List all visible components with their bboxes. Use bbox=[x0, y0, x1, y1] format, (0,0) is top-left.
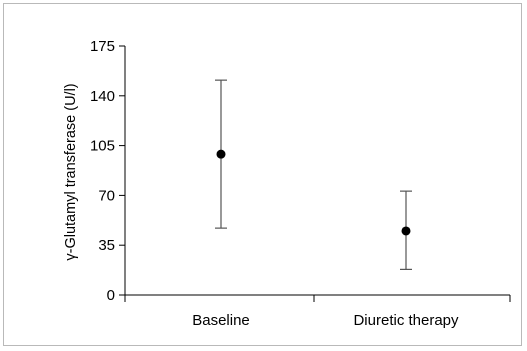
x-tick-label: Baseline bbox=[192, 312, 250, 329]
y-axis-label: γ-Glutamyl transferase (U/l) bbox=[63, 83, 79, 260]
data-point bbox=[216, 149, 226, 159]
y-tick-label: 70 bbox=[98, 187, 115, 204]
y-tick-label: 105 bbox=[90, 138, 115, 155]
y-tick-label: 175 bbox=[90, 38, 115, 55]
data-point bbox=[401, 226, 411, 236]
chart-frame bbox=[3, 3, 522, 346]
y-tick-label: 0 bbox=[107, 287, 115, 304]
y-tick-label: 35 bbox=[98, 237, 115, 254]
plot-area: 0 35 70 105 140 175 Baseline Diuretic therapy bbox=[90, 38, 511, 329]
x-tick-label: Diuretic therapy bbox=[353, 312, 459, 329]
y-tick-label: 140 bbox=[90, 88, 115, 105]
